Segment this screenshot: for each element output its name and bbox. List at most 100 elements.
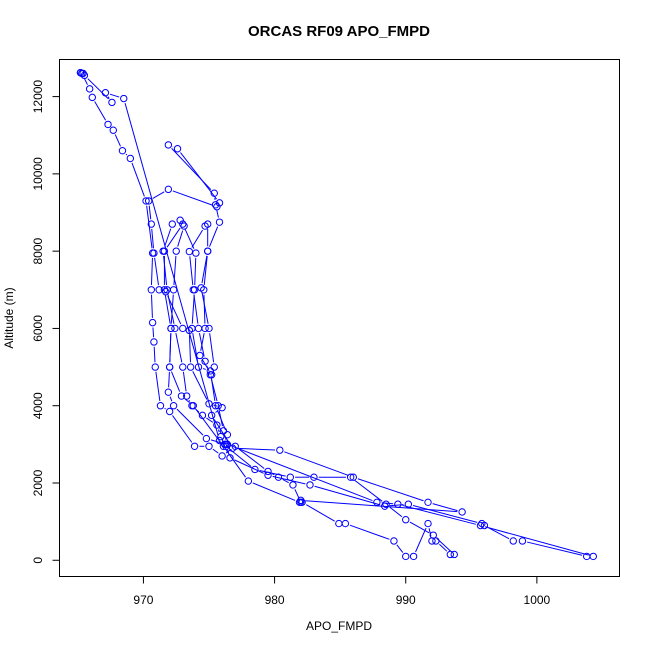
series-segment	[202, 368, 206, 370]
series-segment	[357, 478, 424, 502]
data-point	[373, 498, 381, 507]
series-segment	[213, 404, 218, 407]
series-segment	[164, 407, 166, 410]
series-segment	[231, 445, 373, 502]
x-axis: 970 980 990 1000	[133, 576, 551, 607]
data-point	[450, 550, 458, 559]
data-point	[298, 498, 306, 507]
series-segment	[252, 482, 296, 501]
data-point	[335, 519, 343, 528]
series-segment	[107, 96, 110, 99]
data-point	[210, 363, 218, 371]
data-point	[213, 203, 221, 211]
data-point	[192, 249, 200, 257]
series-segment	[282, 479, 289, 484]
data-point	[264, 467, 272, 476]
series-segment	[189, 335, 191, 363]
data-point	[203, 247, 212, 255]
series-segment	[180, 152, 217, 200]
data-point	[179, 324, 187, 333]
series-segment	[167, 295, 182, 325]
series-segment	[114, 134, 121, 147]
series-segment	[150, 294, 153, 318]
data-point	[169, 286, 178, 294]
data-point	[219, 442, 228, 450]
y-tick-label: 10000	[31, 157, 45, 191]
data-point	[148, 318, 157, 327]
series-layer	[76, 68, 597, 561]
series-segment	[209, 333, 215, 363]
data-point	[180, 222, 188, 230]
data-point	[147, 286, 156, 294]
data-point	[219, 427, 228, 435]
y-tick-label: 6000	[31, 315, 45, 342]
series-segment	[164, 294, 171, 324]
data-point	[381, 502, 389, 510]
series-segment	[234, 459, 264, 474]
series-segment	[284, 451, 349, 477]
series-segment	[154, 257, 159, 286]
data-point	[228, 444, 237, 452]
y-tick-label: 4000	[31, 392, 45, 419]
data-point	[213, 421, 221, 429]
x-axis-title: APO_FMPD	[306, 619, 372, 633]
series-segment	[176, 408, 204, 436]
data-point	[179, 220, 187, 228]
data-point	[480, 521, 489, 530]
series-segment	[237, 447, 276, 451]
data-point	[194, 363, 203, 371]
data-point	[390, 537, 398, 545]
data-point	[306, 481, 314, 489]
series-segment	[170, 294, 174, 324]
series-segment	[210, 375, 216, 402]
data-point	[173, 145, 182, 153]
chart-title: ORCAS RF09 APO_FMPD	[248, 23, 430, 40]
series-segment	[191, 229, 203, 248]
data-point	[169, 402, 178, 410]
data-point	[276, 446, 284, 454]
data-point	[164, 185, 173, 194]
series-segment	[152, 327, 155, 338]
data-point	[297, 496, 305, 505]
data-point	[211, 201, 220, 209]
data-point	[171, 324, 179, 333]
data-point	[215, 218, 224, 226]
data-point	[167, 324, 175, 333]
x-tick-label: 990	[396, 593, 416, 607]
series-segment	[150, 257, 153, 286]
data-point	[295, 498, 304, 507]
series-segment	[171, 371, 181, 392]
series-segment	[216, 209, 219, 218]
data-point	[194, 324, 203, 333]
series-segment	[409, 521, 430, 534]
data-point	[179, 363, 187, 371]
data-point	[207, 411, 216, 420]
data-point	[118, 146, 127, 155]
series-segment	[195, 409, 221, 443]
series-segment	[432, 503, 458, 512]
data-point	[207, 371, 216, 379]
data-point	[104, 120, 112, 129]
series-segment	[169, 396, 173, 402]
y-axis-title: Altitude (m)	[2, 287, 16, 348]
data-point	[88, 93, 96, 102]
data-point	[222, 442, 230, 450]
y-axis: 0 2000 4000 6000 8000 10000 12000	[31, 80, 60, 564]
data-point	[165, 363, 174, 371]
data-point	[196, 351, 204, 360]
series-segment	[124, 103, 219, 437]
data-point	[190, 442, 199, 450]
series-segment	[94, 101, 107, 121]
series-segment	[164, 228, 172, 247]
data-point	[160, 286, 169, 294]
series-segment	[193, 294, 199, 324]
data-point	[509, 537, 517, 545]
data-point	[189, 402, 197, 410]
data-point	[162, 288, 170, 296]
series-segment	[527, 541, 583, 556]
series-segment	[354, 479, 383, 502]
data-point	[349, 473, 357, 481]
series-segment	[206, 417, 214, 423]
data-point	[150, 338, 158, 346]
